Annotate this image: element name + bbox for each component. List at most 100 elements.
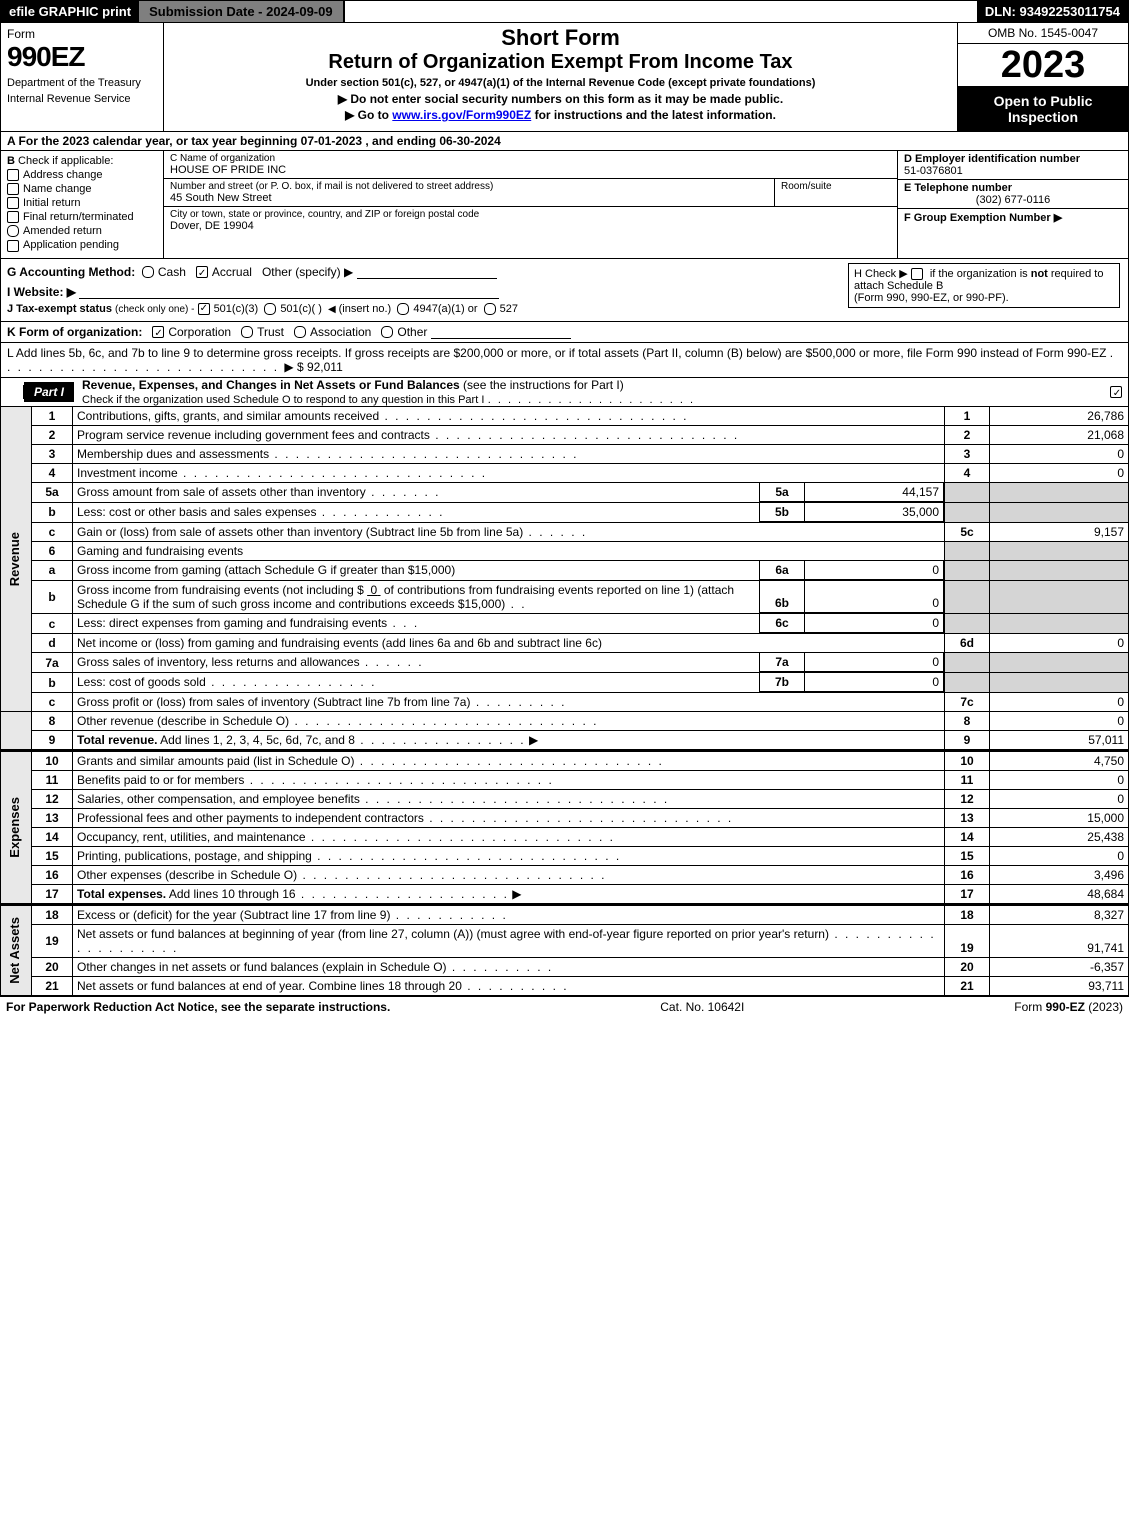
l-amount-prefix: ▶ $ xyxy=(284,360,307,374)
part-i-check-line: Check if the organization used Schedule … xyxy=(82,394,484,406)
c-name-label: C Name of organization xyxy=(170,153,891,164)
return-title: Return of Organization Exempt From Incom… xyxy=(168,51,953,74)
part-i-title: Revenue, Expenses, and Changes in Net As… xyxy=(74,378,1108,406)
line-21: 21 Net assets or fund balances at end of… xyxy=(1,977,1129,997)
cb-application-pending[interactable]: Application pending xyxy=(7,239,157,251)
cb-initial-return[interactable]: Initial return xyxy=(7,197,157,209)
line-6a: a Gross income from gaming (attach Sched… xyxy=(1,560,1129,580)
header-left: Form 990EZ Department of the Treasury In… xyxy=(1,23,164,131)
b-check: Check if applicable: xyxy=(18,155,113,167)
cb-501c3[interactable] xyxy=(198,303,210,315)
line-7b: b Less: cost of goods sold . . . . . . .… xyxy=(1,673,1129,693)
ein: 51-0376801 xyxy=(904,165,963,177)
cb-trust[interactable] xyxy=(241,326,253,338)
cb-4947[interactable] xyxy=(397,303,409,315)
line-19: 19 Net assets or fund balances at beginn… xyxy=(1,925,1129,958)
line-5b: b Less: cost or other basis and sales ex… xyxy=(1,502,1129,522)
b-letter: B xyxy=(7,155,15,167)
part-i-checkbox[interactable] xyxy=(1108,385,1128,399)
website-input[interactable] xyxy=(79,286,499,299)
netassets-table: Net Assets 18 Excess or (deficit) for th… xyxy=(0,904,1129,997)
h-text2: if the organization is xyxy=(930,268,1031,280)
row-l: L Add lines 5b, 6c, and 7b to line 9 to … xyxy=(0,343,1129,378)
h-checkbox[interactable] xyxy=(911,268,923,280)
form-header: Form 990EZ Department of the Treasury In… xyxy=(0,23,1129,132)
cb-other-org[interactable] xyxy=(381,326,393,338)
j-prefix: J Tax-exempt status xyxy=(7,303,115,315)
group-exemption: F Group Exemption Number ▶ xyxy=(898,209,1128,226)
form-word: Form xyxy=(7,27,157,41)
line-8: 8 Other revenue (describe in Schedule O)… xyxy=(1,712,1129,731)
i-prefix: I Website: ▶ xyxy=(7,285,76,299)
k-other-input[interactable] xyxy=(431,326,571,339)
h-box: H Check ▶ if the organization is not req… xyxy=(848,263,1120,308)
col-d: D Employer identification number 51-0376… xyxy=(897,151,1128,258)
expenses-table: Expenses 10 Grants and similar amounts p… xyxy=(0,750,1129,904)
irs-link[interactable]: www.irs.gov/Form990EZ xyxy=(392,108,531,122)
g-other: Other (specify) ▶ xyxy=(262,265,353,279)
form-number: 990EZ xyxy=(7,41,157,73)
g-prefix: G Accounting Method: xyxy=(7,265,135,279)
line-2: 2 Program service revenue including gove… xyxy=(1,425,1129,444)
radio-accrual[interactable] xyxy=(196,266,208,278)
line-13: 13 Professional fees and other payments … xyxy=(1,809,1129,828)
room-suite: Room/suite xyxy=(774,179,897,206)
line-6d: d Net income or (loss) from gaming and f… xyxy=(1,634,1129,653)
tax-year: 2023 xyxy=(958,44,1128,87)
line-4: 4 Investment income 4 0 xyxy=(1,463,1129,482)
cb-address-change[interactable]: Address change xyxy=(7,169,157,181)
cb-final-return[interactable]: Final return/terminated xyxy=(7,211,157,223)
goto-instructions: ▶ Go to www.irs.gov/Form990EZ for instru… xyxy=(168,108,953,122)
h-not: not xyxy=(1031,268,1048,280)
k-prefix: K Form of organization: xyxy=(7,325,142,339)
h-prefix: H Check ▶ xyxy=(854,268,908,280)
line-14: 14 Occupancy, rent, utilities, and maint… xyxy=(1,828,1129,847)
l-amount: 92,011 xyxy=(307,360,343,374)
org-name: HOUSE OF PRIDE INC xyxy=(170,164,891,176)
line-6c: c Less: direct expenses from gaming and … xyxy=(1,614,1129,634)
efile-label[interactable]: efile GRAPHIC print xyxy=(1,1,139,22)
footer-center: Cat. No. 10642I xyxy=(660,1000,744,1014)
cb-amended-return[interactable]: Amended return xyxy=(7,225,157,237)
street-block: Number and street (or P. O. box, if mail… xyxy=(164,179,897,207)
instr2-prefix: ▶ Go to xyxy=(345,108,392,122)
h-text4: (Form 990, 990-EZ, or 990-PF). xyxy=(854,292,1009,304)
city: Dover, DE 19904 xyxy=(170,220,891,232)
submission-date: Submission Date - 2024-09-09 xyxy=(139,1,345,22)
cb-association[interactable] xyxy=(294,326,306,338)
city-block: City or town, state or province, country… xyxy=(164,207,897,234)
line-12: 12 Salaries, other compensation, and emp… xyxy=(1,790,1129,809)
part-i-badge: Part I xyxy=(24,382,74,402)
cb-name-change[interactable]: Name change xyxy=(7,183,157,195)
radio-cash[interactable] xyxy=(142,266,154,278)
row-k: K Form of organization: Corporation Trus… xyxy=(0,322,1129,343)
open-to-public: Open to Public Inspection xyxy=(958,87,1128,131)
vlabel-expenses: Expenses xyxy=(5,795,24,860)
g-other-input[interactable] xyxy=(357,266,497,279)
j-sub: (check only one) - xyxy=(115,304,194,315)
cb-501c[interactable] xyxy=(264,303,276,315)
tel-block: E Telephone number (302) 677-0116 xyxy=(898,180,1128,209)
short-form-title: Short Form xyxy=(168,25,953,51)
street-label: Number and street (or P. O. box, if mail… xyxy=(170,181,768,192)
revenue-table: Revenue 1 Contributions, gifts, grants, … xyxy=(0,407,1129,713)
footer-right: Form 990-EZ (2023) xyxy=(1014,1000,1123,1014)
line-11: 11 Benefits paid to or for members 11 0 xyxy=(1,771,1129,790)
row-a-text: A For the 2023 calendar year, or tax yea… xyxy=(7,134,501,148)
cb-corporation[interactable] xyxy=(152,326,164,338)
row-ghij: H Check ▶ if the organization is not req… xyxy=(0,259,1129,322)
ssn-warning: ▶ Do not enter social security numbers o… xyxy=(168,92,953,106)
section-bcd: B Check if applicable: Address change Na… xyxy=(0,151,1129,259)
line-17: 17 Total expenses. Add lines 10 through … xyxy=(1,885,1129,904)
vlabel-netassets: Net Assets xyxy=(5,915,24,986)
instr2-suffix: for instructions and the latest informat… xyxy=(531,108,776,122)
vlabel-revenue: Revenue xyxy=(5,530,24,588)
cb-527[interactable] xyxy=(484,303,496,315)
street: 45 South New Street xyxy=(170,192,768,204)
city-label: City or town, state or province, country… xyxy=(170,209,891,220)
omb-number: OMB No. 1545-0047 xyxy=(958,23,1128,44)
org-name-block: C Name of organization HOUSE OF PRIDE IN… xyxy=(164,151,897,179)
line-20: 20 Other changes in net assets or fund b… xyxy=(1,958,1129,977)
topbar-spacer xyxy=(345,1,977,22)
l-text: L Add lines 5b, 6c, and 7b to line 9 to … xyxy=(7,346,1106,360)
